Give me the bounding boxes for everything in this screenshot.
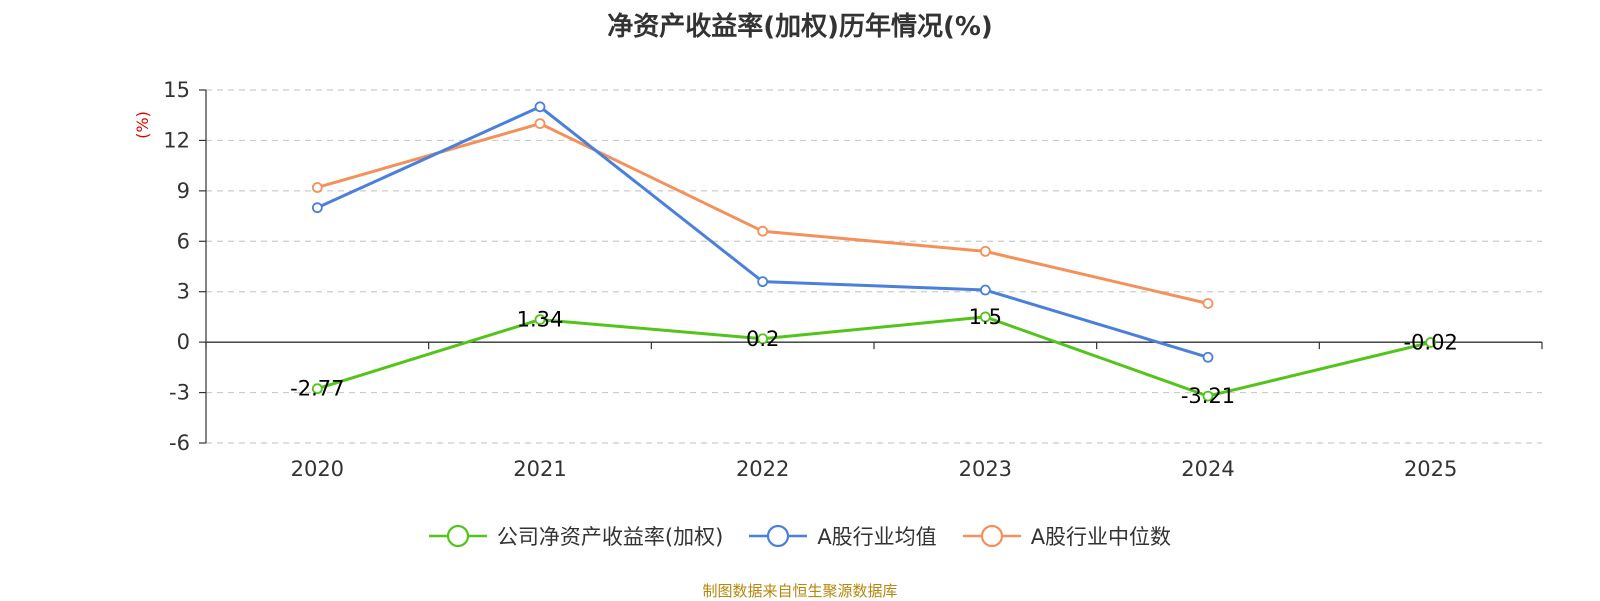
data-point	[536, 119, 545, 128]
legend-item[interactable]: 公司净资产收益率(加权)	[429, 521, 723, 551]
data-point	[758, 277, 767, 286]
legend-label: A股行业均值	[817, 521, 936, 551]
y-tick-label: -3	[169, 381, 190, 405]
series-line	[317, 317, 1430, 396]
legend-swatch-icon	[429, 523, 487, 549]
x-tick-label: 2024	[1181, 457, 1234, 481]
data-label: -3.21	[1181, 384, 1235, 408]
data-label: 0.2	[746, 327, 779, 351]
data-point	[536, 102, 545, 111]
legend-label: A股行业中位数	[1031, 521, 1171, 551]
x-tick-label: 2025	[1404, 457, 1457, 481]
data-label: -0.02	[1403, 330, 1457, 354]
x-tick-label: 2021	[513, 457, 566, 481]
x-tick-label: 2020	[291, 457, 344, 481]
legend-label: 公司净资产收益率(加权)	[497, 521, 723, 551]
y-tick-label: -6	[169, 431, 190, 455]
series-lines	[313, 102, 1435, 400]
x-tick-label: 2022	[736, 457, 789, 481]
y-tick-label: 12	[163, 128, 190, 152]
grid-lines	[206, 90, 1542, 443]
footer-source: 制图数据来自恒生聚源数据库	[0, 580, 1600, 601]
data-label: 1.5	[969, 305, 1002, 329]
data-point	[313, 183, 322, 192]
data-point	[1204, 353, 1213, 362]
y-tick-label: 3	[177, 280, 190, 304]
legend: 公司净资产收益率(加权) A股行业均值 A股行业中位数	[0, 521, 1600, 551]
legend-item[interactable]: A股行业均值	[749, 521, 936, 551]
y-tick-label: 9	[177, 179, 190, 203]
y-tick-label: 15	[163, 78, 190, 102]
x-tick-label: 2023	[959, 457, 1012, 481]
data-point	[1204, 299, 1213, 308]
data-point	[313, 203, 322, 212]
y-tick-label: 6	[177, 229, 190, 253]
data-point	[758, 227, 767, 236]
y-axis-unit-label: (%)	[133, 111, 152, 139]
legend-swatch-icon	[963, 523, 1021, 549]
data-label: -2.77	[290, 377, 344, 401]
data-labels: -2.77 1.34 0.2 1.5 -3.21 -0.02	[290, 305, 1458, 408]
axes: -6 -3 0 3 6 9 12 15 2020 2021 2022 2023 2024 2025	[163, 78, 1542, 481]
y-tick-label: 0	[177, 330, 190, 354]
legend-item[interactable]: A股行业中位数	[963, 521, 1171, 551]
data-point	[981, 286, 990, 295]
legend-swatch-icon	[749, 523, 807, 549]
data-point	[981, 247, 990, 256]
data-label: 1.34	[517, 308, 564, 332]
